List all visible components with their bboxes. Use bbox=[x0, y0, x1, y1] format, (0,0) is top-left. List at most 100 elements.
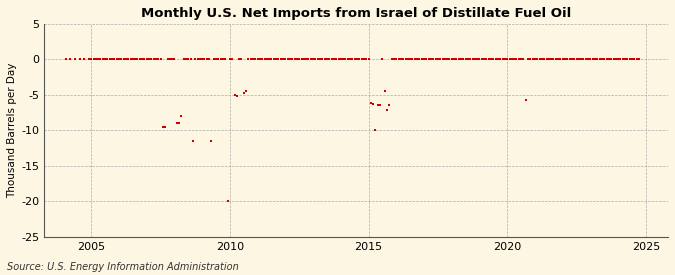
Point bbox=[349, 57, 360, 62]
Point bbox=[412, 57, 423, 62]
Point bbox=[520, 98, 531, 103]
Point bbox=[537, 57, 547, 62]
Point bbox=[493, 57, 504, 62]
Point bbox=[603, 57, 614, 62]
Point bbox=[190, 57, 200, 62]
Point bbox=[560, 57, 570, 62]
Point bbox=[192, 57, 203, 62]
Point bbox=[514, 57, 524, 62]
Point bbox=[618, 57, 628, 62]
Point bbox=[294, 57, 304, 62]
Point bbox=[213, 57, 223, 62]
Point bbox=[181, 57, 192, 62]
Point bbox=[130, 57, 140, 62]
Point bbox=[345, 57, 356, 62]
Point bbox=[631, 57, 642, 62]
Point bbox=[217, 57, 228, 62]
Point bbox=[201, 57, 212, 62]
Point bbox=[518, 57, 529, 62]
Point bbox=[261, 57, 272, 62]
Point bbox=[368, 102, 379, 106]
Point bbox=[178, 57, 189, 62]
Point bbox=[245, 57, 256, 62]
Point bbox=[506, 57, 517, 62]
Point bbox=[444, 57, 455, 62]
Point bbox=[446, 57, 457, 62]
Point bbox=[326, 57, 337, 62]
Point bbox=[167, 57, 178, 62]
Point bbox=[125, 57, 136, 62]
Point bbox=[136, 57, 147, 62]
Point bbox=[139, 57, 150, 62]
Point bbox=[370, 128, 381, 133]
Point bbox=[356, 57, 367, 62]
Point bbox=[467, 57, 478, 62]
Point bbox=[425, 57, 436, 62]
Point bbox=[626, 57, 637, 62]
Point bbox=[545, 57, 556, 62]
Point bbox=[333, 57, 344, 62]
Point bbox=[405, 57, 416, 62]
Point bbox=[599, 57, 610, 62]
Point bbox=[485, 57, 496, 62]
Point bbox=[269, 57, 279, 62]
Point bbox=[483, 57, 494, 62]
Point bbox=[220, 57, 231, 62]
Point bbox=[248, 57, 259, 62]
Point bbox=[509, 57, 520, 62]
Point bbox=[394, 57, 404, 62]
Point bbox=[615, 57, 626, 62]
Point bbox=[516, 57, 526, 62]
Point bbox=[511, 57, 522, 62]
Point bbox=[580, 57, 591, 62]
Point bbox=[407, 57, 418, 62]
Point bbox=[123, 57, 134, 62]
Point bbox=[608, 57, 619, 62]
Point bbox=[254, 57, 265, 62]
Point bbox=[460, 57, 471, 62]
Point bbox=[398, 57, 408, 62]
Point bbox=[548, 57, 559, 62]
Point bbox=[116, 57, 127, 62]
Point bbox=[165, 57, 176, 62]
Point bbox=[488, 57, 499, 62]
Point bbox=[375, 103, 385, 108]
Point bbox=[543, 57, 554, 62]
Point bbox=[418, 57, 429, 62]
Point bbox=[564, 57, 575, 62]
Point bbox=[153, 57, 163, 62]
Point bbox=[439, 57, 450, 62]
Point bbox=[377, 57, 388, 62]
Point bbox=[373, 103, 383, 108]
Point bbox=[252, 57, 263, 62]
Point bbox=[134, 57, 145, 62]
Point bbox=[347, 57, 358, 62]
Point bbox=[454, 57, 464, 62]
Point bbox=[587, 57, 598, 62]
Point bbox=[222, 199, 233, 204]
Point bbox=[402, 57, 413, 62]
Point bbox=[70, 57, 80, 62]
Point bbox=[194, 57, 205, 62]
Point bbox=[550, 57, 561, 62]
Point bbox=[132, 57, 143, 62]
Point bbox=[232, 94, 242, 98]
Point bbox=[458, 57, 468, 62]
Point bbox=[634, 57, 645, 62]
Point bbox=[79, 57, 90, 62]
Point bbox=[386, 57, 397, 62]
Point bbox=[206, 139, 217, 143]
Point bbox=[335, 57, 346, 62]
Point bbox=[555, 57, 566, 62]
Point bbox=[146, 57, 157, 62]
Point bbox=[275, 57, 286, 62]
Point bbox=[204, 57, 215, 62]
Point bbox=[613, 57, 624, 62]
Point bbox=[250, 57, 261, 62]
Point bbox=[416, 57, 427, 62]
Point bbox=[435, 57, 446, 62]
Point bbox=[381, 108, 392, 113]
Point bbox=[241, 89, 252, 94]
Point bbox=[100, 57, 111, 62]
Point bbox=[495, 57, 506, 62]
